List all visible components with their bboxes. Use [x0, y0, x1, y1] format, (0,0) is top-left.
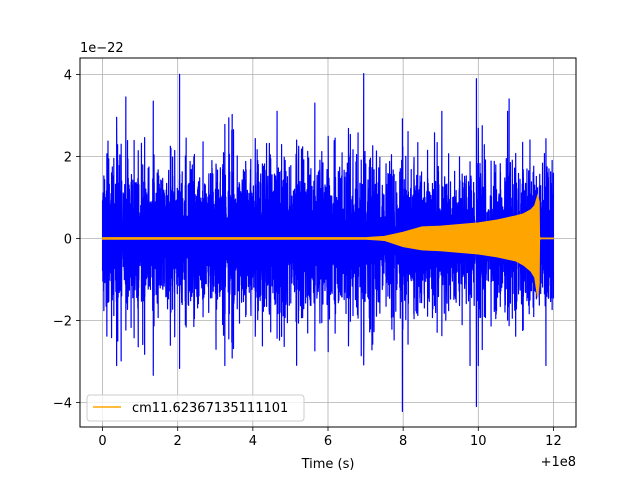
y-tick-label: −4 — [53, 396, 72, 411]
x-tick-label: 12 — [545, 434, 562, 449]
x-offset-label: +1e8 — [541, 455, 576, 470]
noise-series-line — [101, 72, 555, 413]
plot-area — [101, 72, 555, 413]
legend: cm11.62367135111101 — [86, 394, 305, 422]
x-tick-label: 10 — [470, 434, 487, 449]
legend-label: cm11.62367135111101 — [132, 401, 288, 416]
x-tick-label: 8 — [399, 434, 407, 449]
x-tick-label: 4 — [249, 434, 257, 449]
y-tick-label: 2 — [64, 150, 72, 165]
x-tick-label: 0 — [98, 434, 106, 449]
x-axis-label: Time (s) — [301, 457, 355, 472]
x-tick-label: 6 — [324, 434, 332, 449]
y-tick-label: −2 — [53, 314, 72, 329]
y-scale-label: 1e−22 — [80, 41, 124, 56]
ticks: 0 2 4 6 8 10 12 −4 −2 0 2 4 — [53, 68, 562, 449]
y-tick-label: 0 — [64, 232, 72, 247]
y-tick-label: 4 — [64, 68, 72, 83]
x-tick-label: 2 — [174, 434, 182, 449]
legend-box — [86, 394, 305, 422]
